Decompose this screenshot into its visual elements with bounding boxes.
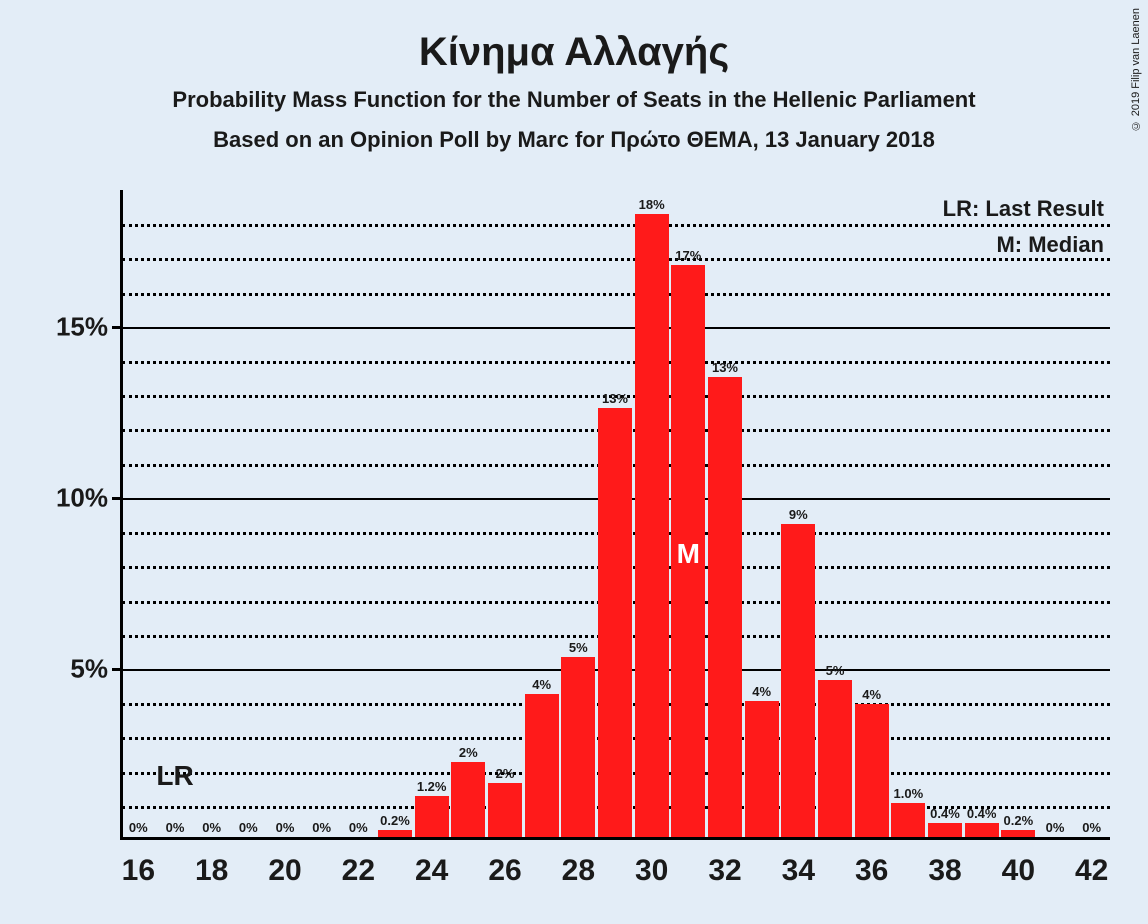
x-tick-label: 26 xyxy=(488,854,521,888)
bar: 2% xyxy=(451,762,485,837)
bar-value-label: 4% xyxy=(752,684,771,699)
y-axis-line xyxy=(120,190,123,840)
bar-value-label: 0% xyxy=(1082,820,1101,835)
y-tick-mark xyxy=(112,668,120,671)
chart-container: Κίνημα Αλλαγής Probability Mass Function… xyxy=(0,0,1148,924)
y-tick-mark xyxy=(112,326,120,329)
x-tick-label: 36 xyxy=(855,854,888,888)
bar-value-label: 18% xyxy=(639,197,665,212)
x-tick-label: 42 xyxy=(1075,854,1108,888)
chart-title: Κίνημα Αλλαγής xyxy=(30,30,1118,75)
chart-subtitle-2: Based on an Opinion Poll by Marc for Πρώ… xyxy=(30,127,1118,153)
bar-value-label: 0% xyxy=(312,820,331,835)
bar: 0.4% xyxy=(965,823,999,837)
bar-value-label: 17% xyxy=(675,248,701,263)
bar-value-label: 0% xyxy=(349,820,368,835)
bar-value-label: 1.0% xyxy=(893,786,923,801)
copyright-text: © 2019 Filip van Laenen xyxy=(1130,8,1142,131)
bar: 4% xyxy=(525,694,559,837)
lr-marker: LR xyxy=(156,760,193,792)
bar-value-label: 0% xyxy=(129,820,148,835)
bar-value-label: 0% xyxy=(1046,820,1065,835)
bar-value-label: 0.4% xyxy=(967,806,997,821)
x-tick-label: 20 xyxy=(268,854,301,888)
bar: 18% xyxy=(635,214,669,837)
bar-value-label: 9% xyxy=(789,507,808,522)
y-tick-mark xyxy=(112,497,120,500)
y-tick-label: 5% xyxy=(70,653,108,684)
bar-value-label: 13% xyxy=(602,391,628,406)
bar-value-label: 0% xyxy=(166,820,185,835)
bar-value-label: 4% xyxy=(862,687,881,702)
bar-value-label: 0% xyxy=(202,820,221,835)
bars-group: 0%0%0%0%0%0%0%0.2%1.2%2%2%4%5%13%18%17%1… xyxy=(120,190,1110,837)
x-tick-label: 18 xyxy=(195,854,228,888)
plot-area: LR: Last Result M: Median 0%0%0%0%0%0%0%… xyxy=(120,190,1110,840)
bar-value-label: 0% xyxy=(239,820,258,835)
bar: 9% xyxy=(781,524,815,837)
bar: 5% xyxy=(818,680,852,837)
bar: 4% xyxy=(745,701,779,837)
bar: 5% xyxy=(561,657,595,837)
y-tick-label: 15% xyxy=(56,311,108,342)
x-tick-label: 32 xyxy=(708,854,741,888)
x-tick-label: 22 xyxy=(342,854,375,888)
bar: 2% xyxy=(488,783,522,837)
bar-value-label: 13% xyxy=(712,360,738,375)
bar: 1.0% xyxy=(891,803,925,837)
bar: 13% xyxy=(598,408,632,837)
bar-value-label: 0.4% xyxy=(930,806,960,821)
x-axis-line xyxy=(120,837,1110,840)
bar-value-label: 0.2% xyxy=(380,813,410,828)
bar: 0.4% xyxy=(928,823,962,837)
x-tick-label: 34 xyxy=(782,854,815,888)
x-tick-label: 40 xyxy=(1002,854,1035,888)
x-tick-label: 30 xyxy=(635,854,668,888)
median-marker: M xyxy=(677,538,700,570)
bar-value-label: 4% xyxy=(532,677,551,692)
x-tick-label: 38 xyxy=(928,854,961,888)
bar-value-label: 5% xyxy=(569,640,588,655)
bar: 13% xyxy=(708,377,742,837)
bar-value-label: 1.2% xyxy=(417,779,447,794)
bar-value-label: 2% xyxy=(459,745,478,760)
bar-value-label: 5% xyxy=(826,663,845,678)
bar-value-label: 0% xyxy=(276,820,295,835)
bar: 1.2% xyxy=(415,796,449,837)
x-tick-label: 16 xyxy=(122,854,155,888)
bar: 0.2% xyxy=(1001,830,1035,837)
bar-value-label: 2% xyxy=(496,766,515,781)
bar: 4% xyxy=(855,704,889,837)
chart-subtitle-1: Probability Mass Function for the Number… xyxy=(30,87,1118,113)
x-tick-label: 24 xyxy=(415,854,448,888)
y-tick-label: 10% xyxy=(56,482,108,513)
x-tick-label: 28 xyxy=(562,854,595,888)
bar-value-label: 0.2% xyxy=(1003,813,1033,828)
bar: 0.2% xyxy=(378,830,412,837)
